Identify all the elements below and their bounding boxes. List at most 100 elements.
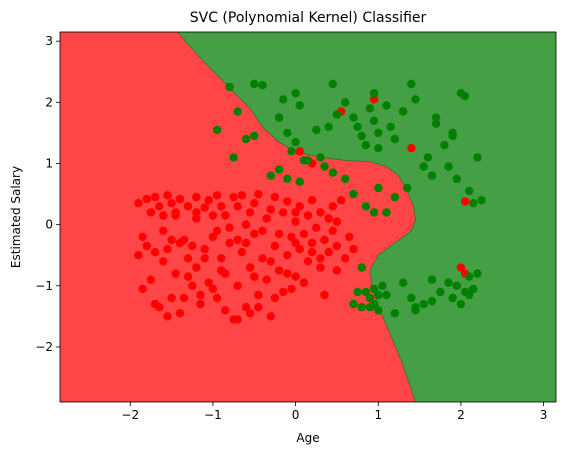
point-class-0 <box>217 254 226 263</box>
point-class-0 <box>349 244 358 254</box>
point-class-0 <box>312 223 321 232</box>
point-class-1 <box>212 125 222 135</box>
point-class-0 <box>283 197 292 206</box>
point-class-1 <box>369 208 379 217</box>
point-class-0 <box>179 293 189 303</box>
point-class-1 <box>440 140 449 150</box>
point-class-1 <box>456 299 466 309</box>
point-class-0 <box>316 263 325 272</box>
x-tick-label: 0 <box>292 408 300 422</box>
point-class-0 <box>332 217 342 226</box>
point-class-0 <box>258 226 267 235</box>
point-class-0 <box>287 284 296 294</box>
point-class-0 <box>192 214 201 223</box>
point-class-1 <box>274 113 284 122</box>
point-class-0 <box>171 211 180 220</box>
point-class-1 <box>374 290 383 300</box>
chart-title: SVC (Polynomial Kernel) Classifier <box>190 10 427 26</box>
point-class-1 <box>427 171 437 180</box>
point-class-1 <box>365 104 375 113</box>
point-class-1 <box>407 293 416 303</box>
point-class-0 <box>266 257 275 266</box>
point-class-1 <box>382 101 391 110</box>
point-class-0 <box>142 194 151 204</box>
point-class-0 <box>212 293 222 303</box>
point-class-1 <box>460 92 470 101</box>
point-class-0 <box>456 263 466 272</box>
point-class-1 <box>448 131 457 141</box>
point-class-0 <box>212 226 222 235</box>
point-class-1 <box>357 131 366 141</box>
point-class-0 <box>307 196 317 205</box>
point-class-1 <box>403 183 412 193</box>
point-class-0 <box>233 281 242 290</box>
point-class-0 <box>188 281 197 290</box>
point-class-1 <box>407 79 416 89</box>
point-class-1 <box>465 290 474 300</box>
point-class-0 <box>245 208 255 217</box>
point-class-1 <box>353 287 362 297</box>
point-class-0 <box>217 266 226 275</box>
point-class-1 <box>241 134 251 144</box>
point-class-0 <box>142 241 151 251</box>
point-class-1 <box>469 199 478 208</box>
point-class-1 <box>229 153 238 162</box>
point-class-0 <box>407 144 416 153</box>
point-class-0 <box>303 257 313 266</box>
point-class-0 <box>254 189 263 199</box>
point-class-1 <box>398 107 408 116</box>
y-tick-label: 2 <box>45 95 53 109</box>
point-class-0 <box>225 223 234 232</box>
point-class-1 <box>250 131 259 141</box>
point-class-0 <box>183 202 193 211</box>
point-class-1 <box>444 162 453 171</box>
point-class-1 <box>291 89 300 98</box>
point-class-1 <box>465 272 474 281</box>
point-class-0 <box>167 235 176 245</box>
point-class-0 <box>299 278 309 287</box>
point-class-0 <box>217 202 226 211</box>
point-class-1 <box>369 284 379 294</box>
point-class-0 <box>324 248 333 257</box>
point-class-1 <box>444 278 453 287</box>
point-class-0 <box>291 272 300 281</box>
point-class-0 <box>324 214 333 223</box>
point-class-0 <box>233 315 242 324</box>
point-class-1 <box>357 303 366 312</box>
y-axis-ticks: −2 −1 0 1 2 3 <box>35 34 60 354</box>
point-class-0 <box>163 244 172 254</box>
point-class-0 <box>316 208 325 217</box>
point-class-0 <box>369 95 379 104</box>
point-class-1 <box>365 293 375 303</box>
point-class-0 <box>254 303 263 312</box>
point-class-0 <box>307 238 317 248</box>
point-class-0 <box>175 194 185 204</box>
point-class-0 <box>229 192 238 202</box>
point-class-0 <box>279 208 288 217</box>
point-class-0 <box>262 214 271 223</box>
point-class-1 <box>469 284 478 294</box>
point-class-0 <box>291 208 300 217</box>
point-class-1 <box>361 287 371 297</box>
point-class-0 <box>303 211 313 220</box>
data-points <box>134 79 486 324</box>
point-class-0 <box>233 202 242 211</box>
point-class-1 <box>295 101 304 110</box>
point-class-1 <box>279 95 288 104</box>
point-class-0 <box>159 211 168 220</box>
point-class-0 <box>299 229 309 238</box>
point-class-1 <box>369 116 379 125</box>
point-class-1 <box>361 202 371 211</box>
point-class-0 <box>208 211 218 220</box>
decision-regions <box>60 31 556 403</box>
point-class-1 <box>431 119 441 128</box>
plot-frame <box>59 31 557 403</box>
point-class-0 <box>146 208 156 217</box>
point-class-0 <box>208 284 218 294</box>
point-class-1 <box>411 303 420 312</box>
point-class-1 <box>423 153 433 162</box>
point-class-0 <box>200 203 209 212</box>
point-class-0 <box>167 199 176 208</box>
point-class-0 <box>291 217 300 226</box>
point-class-0 <box>175 238 185 248</box>
